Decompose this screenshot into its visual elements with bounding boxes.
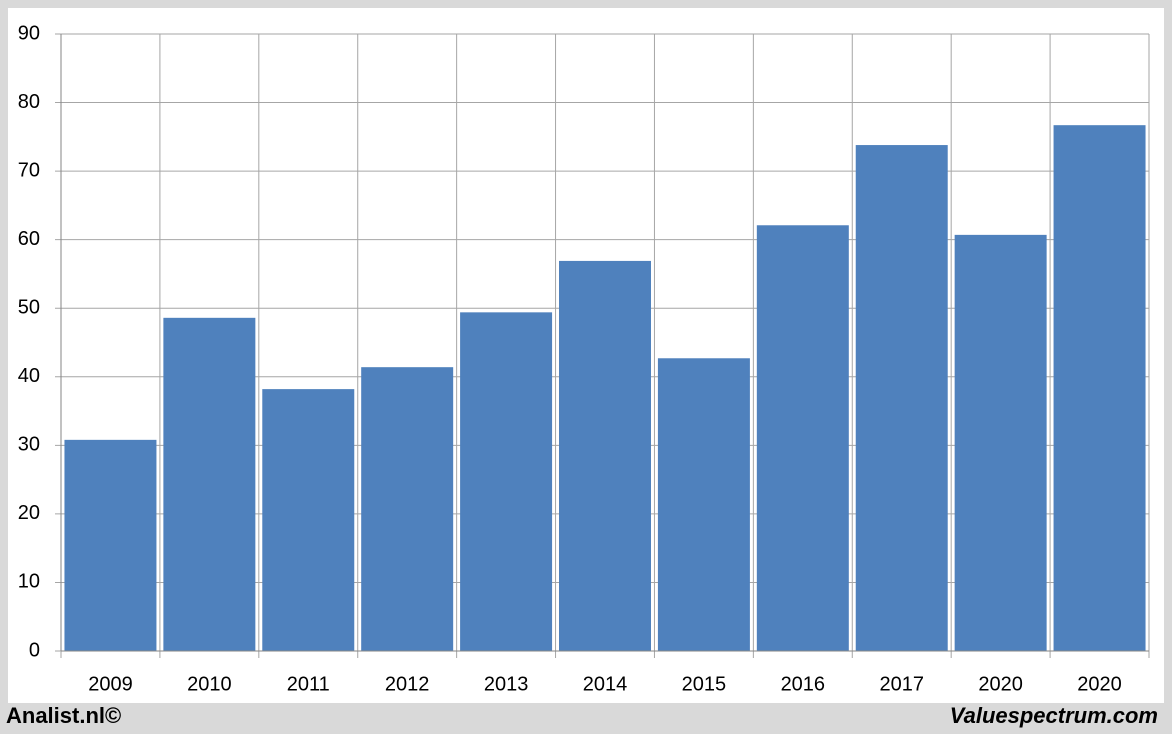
bar [657, 358, 750, 651]
x-tick-label: 2009 [88, 673, 133, 695]
y-tick-label: 50 [18, 297, 40, 319]
x-tick-label: 2010 [187, 673, 232, 695]
x-tick-label: 2012 [385, 673, 430, 695]
y-tick-label: 40 [18, 365, 40, 387]
footer-right: Valuespectrum.com [950, 703, 1158, 728]
x-tick-label: 2011 [287, 673, 330, 695]
x-tick-label: 2014 [583, 673, 628, 695]
x-tick-label: 2017 [879, 673, 924, 695]
x-tick-label: 2016 [781, 673, 826, 695]
bar [559, 260, 651, 651]
x-tick-label: 2020 [1077, 673, 1122, 695]
bar [64, 439, 157, 651]
footer-left: Analist.nl© [6, 703, 121, 728]
y-tick-label: 30 [18, 434, 40, 456]
y-tick-label: 60 [18, 228, 40, 250]
y-tick-label: 80 [18, 91, 40, 113]
y-tick-label: 70 [18, 159, 40, 181]
bar [460, 312, 553, 651]
x-tick-label: 2013 [484, 673, 529, 695]
bar [262, 389, 355, 651]
y-tick-label: 20 [18, 502, 40, 524]
bar [163, 317, 256, 651]
bar [954, 234, 1047, 651]
bar [1053, 125, 1146, 651]
y-tick-label: 0 [29, 639, 40, 661]
y-tick-label: 10 [18, 571, 40, 593]
y-tick-label: 90 [18, 22, 40, 44]
bar [855, 145, 948, 651]
bar [756, 225, 849, 651]
bar [361, 367, 454, 651]
x-tick-label: 2015 [682, 673, 727, 695]
x-tick-label: 2020 [978, 673, 1023, 695]
